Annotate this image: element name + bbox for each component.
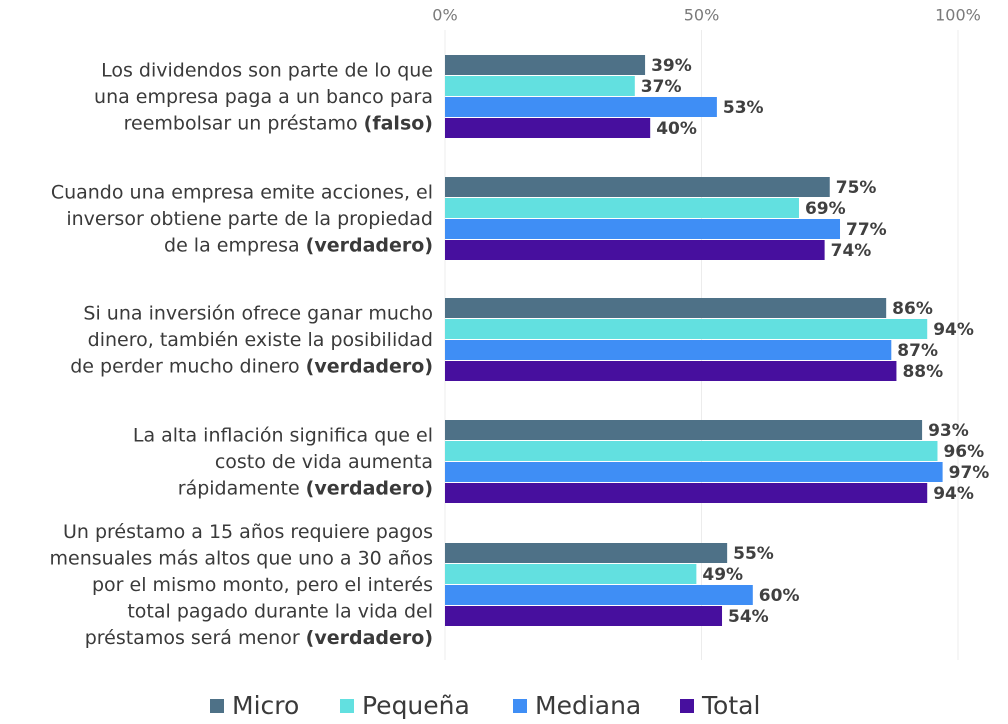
- category-label: préstamos será menor (verdadero): [85, 627, 433, 649]
- value-label: 40%: [656, 119, 697, 139]
- bar: [445, 483, 928, 503]
- bar: [445, 606, 723, 626]
- value-label: 94%: [933, 320, 974, 340]
- x-tick-label: 50%: [684, 6, 720, 25]
- category-label: Cuando una empresa emite acciones, el: [51, 181, 433, 203]
- category-label: costo de vida aumenta: [215, 451, 433, 473]
- category-line: Los dividendos son parte de lo que: [101, 59, 433, 81]
- category-line: préstamos será menor: [85, 627, 300, 649]
- category-label: La alta inflación significa que el: [133, 424, 433, 446]
- bar: [445, 319, 928, 339]
- value-label: 60%: [759, 586, 800, 606]
- value-label: 77%: [846, 220, 887, 240]
- bar: [445, 585, 753, 605]
- value-label: 96%: [943, 442, 984, 462]
- category-label: Los dividendos son parte de lo que: [101, 59, 433, 81]
- category-label: Si una inversión ofrece ganar mucho: [83, 302, 433, 324]
- category-line: de perder mucho dinero: [70, 355, 299, 377]
- category-line: rápidamente: [178, 477, 300, 499]
- value-label: 54%: [728, 607, 769, 627]
- category-line: dinero, también existe la posibilidad: [88, 329, 433, 351]
- category-label: dinero, también existe la posibilidad: [88, 329, 433, 351]
- category-line: costo de vida aumenta: [215, 451, 433, 473]
- category-label: una empresa paga a un banco para: [94, 86, 433, 108]
- category-label: reembolsar un préstamo (falso): [124, 112, 433, 134]
- legend-swatch: [680, 699, 694, 713]
- value-label: 94%: [933, 484, 974, 504]
- value-label: 53%: [723, 98, 764, 118]
- value-label: 37%: [641, 77, 682, 97]
- value-label: 55%: [733, 544, 774, 564]
- category-line: La alta inflación significa que el: [133, 424, 433, 446]
- bar: [445, 543, 728, 563]
- category-label: de la empresa (verdadero): [164, 234, 433, 256]
- category-line: mensuales más altos que uno a 30 años: [50, 547, 433, 569]
- value-label: 93%: [928, 421, 969, 441]
- legend-swatch: [340, 699, 354, 713]
- category-line: Si una inversión ofrece ganar mucho: [83, 302, 433, 324]
- value-label: 88%: [902, 362, 943, 382]
- category-label: rápidamente (verdadero): [178, 477, 433, 499]
- bar: [445, 462, 943, 482]
- category-label: total pagado durante la vida del: [127, 600, 433, 622]
- legend-swatch: [513, 699, 527, 713]
- bar: [445, 420, 923, 440]
- bar: [445, 361, 897, 381]
- bar: [445, 76, 635, 96]
- bar: [445, 441, 938, 461]
- category-verdict: (verdadero): [306, 234, 433, 256]
- category-label: por el mismo monto, pero el interés: [92, 574, 433, 596]
- category-line: por el mismo monto, pero el interés: [92, 574, 433, 596]
- category-line: inversor obtiene parte de la propiedad: [66, 208, 433, 230]
- value-label: 86%: [892, 299, 933, 319]
- category-verdict: (verdadero): [306, 355, 433, 377]
- legend-label: Total: [701, 691, 760, 720]
- legend-label: Pequeña: [362, 691, 470, 720]
- value-label: 97%: [949, 463, 990, 483]
- bar: [445, 97, 717, 117]
- value-label: 87%: [897, 341, 938, 361]
- legend-label: Mediana: [535, 691, 641, 720]
- category-line: reembolsar un préstamo: [124, 112, 358, 134]
- bar: [445, 219, 841, 239]
- category-line: de la empresa: [164, 234, 300, 256]
- category-line: Un préstamo a 15 años requiere pagos: [63, 521, 433, 543]
- bar: [445, 118, 651, 138]
- category-label: Un préstamo a 15 años requiere pagos: [63, 521, 433, 543]
- bar: [445, 564, 697, 584]
- category-label: mensuales más altos que uno a 30 años: [50, 547, 433, 569]
- category-verdict: (falso): [364, 112, 433, 134]
- bar: [445, 340, 892, 360]
- bar: [445, 240, 825, 260]
- category-line: Cuando una empresa emite acciones, el: [51, 181, 433, 203]
- category-verdict: (verdadero): [306, 627, 433, 649]
- legend-label: Micro: [232, 691, 299, 720]
- bar: [445, 298, 887, 318]
- bar: [445, 55, 646, 75]
- bar: [445, 198, 799, 218]
- x-tick-label: 100%: [935, 6, 981, 25]
- value-label: 49%: [702, 565, 743, 585]
- category-label: de perder mucho dinero (verdadero): [70, 355, 433, 377]
- value-label: 39%: [651, 56, 692, 76]
- x-tick-label: 0%: [432, 6, 457, 25]
- category-line: total pagado durante la vida del: [127, 600, 433, 622]
- category-verdict: (verdadero): [306, 477, 433, 499]
- category-label: inversor obtiene parte de la propiedad: [66, 208, 433, 230]
- category-line: una empresa paga a un banco para: [94, 86, 433, 108]
- bar: [445, 177, 830, 197]
- value-label: 74%: [831, 241, 872, 261]
- value-label: 75%: [836, 178, 877, 198]
- value-label: 69%: [805, 199, 846, 219]
- legend-swatch: [210, 699, 224, 713]
